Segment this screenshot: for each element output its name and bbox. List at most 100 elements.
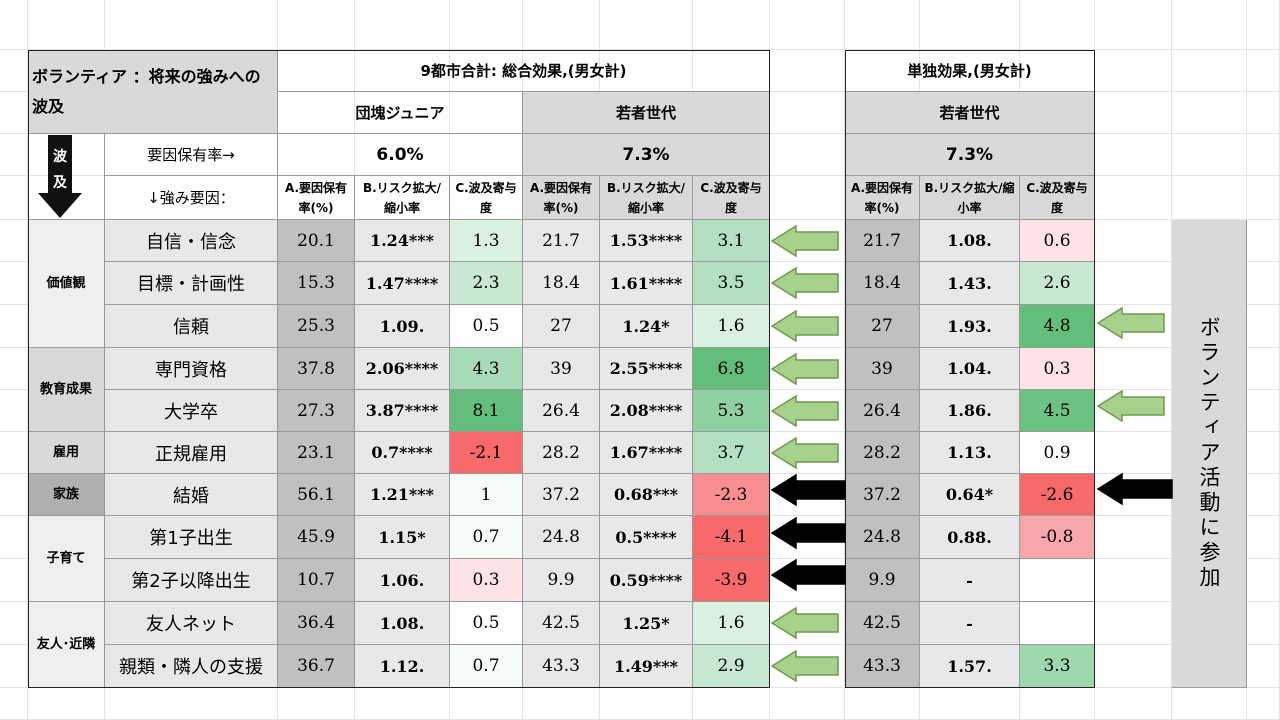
cell-jC-5: -2.1 — [450, 432, 523, 474]
grid-cell — [1095, 0, 1172, 50]
cell-sA-5-text: 28.2 — [863, 442, 901, 463]
cell-jA-1: 15.3 — [278, 262, 355, 305]
cell-sA-0: 21.7 — [845, 220, 920, 262]
cell-jB-1-text: 1.47**** — [365, 273, 439, 293]
cell-jA-2: 25.3 — [278, 305, 355, 348]
grid-cell — [0, 50, 28, 92]
cell-sB-6: 0.64* — [920, 474, 1020, 516]
row-label-0-text: 自信・信念 — [146, 231, 236, 253]
subheader-col-a-3-text: A.要因保有率(%) — [529, 180, 593, 215]
cell-sB-4: 1.86. — [920, 390, 1020, 432]
grid-cell — [1095, 432, 1172, 474]
grid-cell — [1172, 50, 1247, 92]
cell-jA-5: 23.1 — [278, 432, 355, 474]
cell-sB-9-text: - — [966, 613, 973, 633]
cell-wC-2-text: 1.6 — [717, 316, 745, 336]
cell-jC-6: 1 — [450, 474, 523, 516]
grid-cell — [0, 262, 28, 305]
cell-sB-1-text: 1.43. — [947, 273, 992, 293]
cell-sC-1: 2.6 — [1020, 262, 1095, 305]
row-label-1-text: 目標・計画性 — [137, 274, 245, 295]
cell-sC-2: 4.8 — [1020, 305, 1095, 348]
grid-cell — [770, 134, 845, 176]
cell-jA-10-text: 36.7 — [297, 656, 335, 676]
cell-wB-0: 1.53**** — [600, 220, 693, 262]
grid-cell — [770, 0, 845, 50]
cell-jA-1-text: 15.3 — [297, 273, 335, 293]
row-label-10-text: 親類・隣人の支援 — [119, 657, 263, 678]
cell-wB-9-text: 1.25* — [622, 613, 670, 633]
grid-cell — [0, 602, 28, 645]
cell-jC-9-text: 0.5 — [472, 613, 500, 633]
cell-wC-8-text: -3.9 — [714, 570, 748, 590]
rate-young-text: 7.3% — [622, 144, 670, 165]
grid-cell — [1095, 348, 1172, 390]
grid-cell — [1020, 0, 1095, 50]
row-label-3-text: 専門資格 — [155, 359, 227, 381]
cell-wB-5: 1.67**** — [600, 432, 693, 474]
grid-cell — [1172, 0, 1247, 50]
row-label-9-text: 友人ネット — [146, 614, 236, 635]
grid-cell — [1095, 176, 1172, 220]
subheader-col-c-2: C.波及寄与度 — [450, 176, 523, 220]
cell-jA-2-text: 25.3 — [297, 316, 335, 336]
cell-jC-8-text: 0.3 — [472, 570, 500, 590]
subheader-col-b_right-7-text: B.リスク拡大/縮小率 — [924, 180, 1015, 215]
left-arrow-green-icon — [770, 352, 839, 386]
cell-jC-7: 0.7 — [450, 516, 523, 559]
grid-cell — [1095, 645, 1172, 688]
cell-jB-9: 1.08. — [355, 602, 450, 645]
cell-sC-4: 4.5 — [1020, 390, 1095, 432]
cell-wC-8: -3.9 — [693, 559, 770, 602]
row-label-8: 第2子以降出生 — [105, 559, 278, 602]
rate-young: 7.3% — [523, 134, 770, 176]
row-label-1: 目標・計画性 — [105, 262, 278, 305]
cell-sA-3-text: 39 — [871, 358, 893, 379]
cell-wA-8: 9.9 — [523, 559, 600, 602]
left-arrow-black-icon — [1096, 472, 1173, 506]
grid-cell — [0, 305, 28, 348]
subheader-col-c-8: C.波及寄与度 — [1020, 176, 1095, 220]
cell-jA-6: 56.1 — [278, 474, 355, 516]
cell-wB-8-text: 0.59**** — [609, 570, 683, 590]
rate-young-single-text: 7.3% — [945, 144, 994, 165]
grid-cell — [0, 559, 28, 602]
left-arrow-black-icon — [770, 558, 846, 592]
cell-jA-0: 20.1 — [278, 220, 355, 262]
cell-wC-5-text: 3.7 — [717, 442, 745, 463]
grid-cell — [770, 645, 845, 688]
group-label-5: 友人･近隣 — [28, 602, 105, 688]
cell-jB-5: 0.7**** — [355, 432, 450, 474]
grid-cell — [1095, 559, 1172, 602]
cell-sA-1-text: 18.4 — [863, 273, 901, 293]
cell-sC-8 — [1020, 559, 1095, 602]
cell-sB-3: 1.04. — [920, 348, 1020, 390]
grid-cell — [1172, 92, 1247, 134]
cell-wB-1: 1.61**** — [600, 262, 693, 305]
cell-wB-5-text: 1.67**** — [609, 443, 683, 462]
cell-jA-0-text: 20.1 — [297, 230, 335, 251]
group-label-2-text: 雇用 — [52, 444, 79, 460]
cell-wC-1: 3.5 — [693, 262, 770, 305]
cell-sB-7: 0.88. — [920, 516, 1020, 559]
cell-sB-3-text: 1.04. — [947, 359, 992, 378]
cell-sC-0: 0.6 — [1020, 220, 1095, 262]
cell-sA-8-text: 9.9 — [868, 570, 896, 590]
cell-wC-6: -2.3 — [693, 474, 770, 516]
cell-wA-4-text: 26.4 — [542, 400, 580, 421]
cell-jB-0: 1.24*** — [355, 220, 450, 262]
cell-wA-9: 42.5 — [523, 602, 600, 645]
cell-wA-1-text: 18.4 — [542, 273, 580, 293]
grid-cell — [1095, 305, 1172, 348]
cell-wC-7-text: -4.1 — [714, 527, 748, 547]
cell-jC-3: 4.3 — [450, 348, 523, 390]
cell-jA-3-text: 37.8 — [297, 358, 335, 379]
cell-wA-5-text: 28.2 — [542, 442, 580, 463]
cell-jB-6: 1.21*** — [355, 474, 450, 516]
cell-wC-4-text: 5.3 — [717, 400, 745, 421]
grid-cell — [1095, 390, 1172, 432]
cell-wA-0: 21.7 — [523, 220, 600, 262]
cell-wC-0: 3.1 — [693, 220, 770, 262]
grid-cell — [0, 134, 28, 176]
cell-sA-4-text: 26.4 — [863, 400, 901, 421]
